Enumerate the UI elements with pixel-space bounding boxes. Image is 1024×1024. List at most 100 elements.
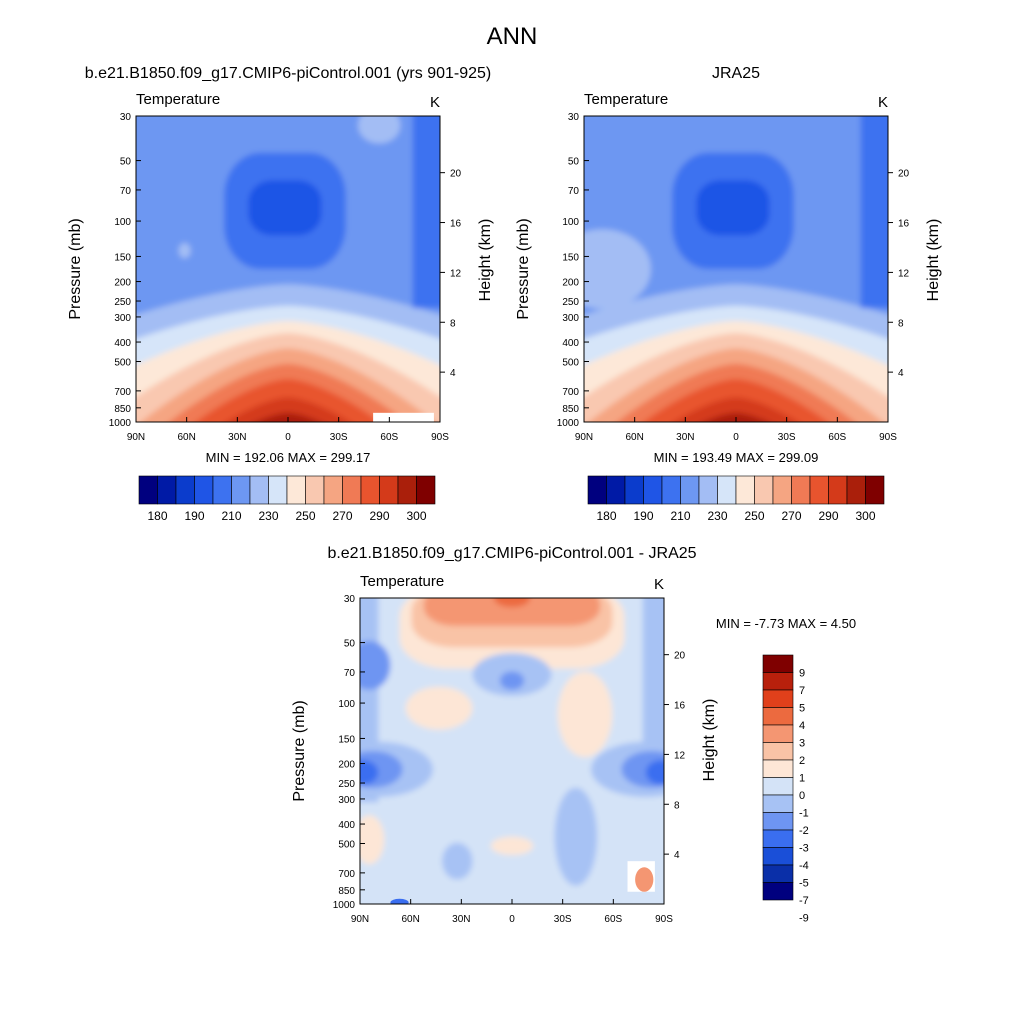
colorbar-swatch: [606, 475, 626, 505]
y-tick-label: 100: [562, 217, 579, 228]
y-tick-label: 400: [562, 338, 579, 349]
y-tick-label: 500: [114, 358, 131, 369]
x-tick-label: 30S: [330, 432, 348, 443]
colorbar-label: 2: [799, 755, 805, 767]
colorbar-label: 270: [781, 509, 801, 523]
panel-title: b.e21.B1850.f09_g17.CMIP6-piControl.001 …: [85, 65, 491, 82]
colorbar-swatch: [762, 672, 794, 691]
colorbar-label: -4: [799, 860, 809, 872]
colorbar-swatch: [323, 475, 343, 505]
colorbar-label: 300: [406, 509, 426, 523]
colorbar: 180 190 210 230 250 270 290 300: [587, 475, 885, 523]
colorbar-swatch: [194, 475, 214, 505]
x-tick-label: 90N: [351, 914, 369, 925]
colorbar-label: -9: [799, 913, 809, 925]
y-tick-label: 850: [114, 404, 131, 415]
y-tick-label: 1000: [333, 900, 356, 911]
colorbar-label: -1: [799, 808, 809, 820]
min-max-label: MIN = -7.73 MAX = 4.50: [716, 616, 856, 631]
y-tick-label: 300: [338, 795, 355, 806]
y-tick-label: 400: [338, 820, 355, 831]
x-tick-label: 90S: [655, 914, 673, 925]
x-tick-label: 60S: [828, 432, 846, 443]
y-tick-label: 70: [120, 186, 132, 197]
colorbar-swatch: [791, 475, 811, 505]
colorbar-swatch: [342, 475, 362, 505]
height-tick-label: 12: [898, 268, 910, 279]
colorbar-swatch: [762, 689, 794, 708]
temperature-field: [584, 116, 888, 422]
y-axis-label: Pressure (mb): [291, 700, 308, 801]
colorbar-label: 270: [332, 509, 352, 523]
axes: 305070100150200250300400500700850100090N…: [333, 594, 686, 925]
y-tick-label: 200: [338, 760, 355, 771]
x-tick-label: 30N: [452, 914, 470, 925]
colorbar-label: 7: [799, 685, 805, 697]
colorbar-swatch: [231, 475, 251, 505]
y-tick-label: 70: [568, 186, 580, 197]
colorbar-swatch: [762, 794, 794, 813]
height-tick-label: 4: [450, 368, 456, 379]
height-tick-label: 4: [674, 850, 680, 861]
colorbar-label: 290: [818, 509, 838, 523]
colorbar: 9 7 5 4 3 2 1 0 -1 -2 -3 -4 -5 -7 -9: [762, 654, 809, 925]
colorbar-label: -5: [799, 878, 809, 890]
x-tick-label: 60N: [177, 432, 195, 443]
colorbar-label: 250: [744, 509, 764, 523]
colorbar-label: -7: [799, 895, 809, 907]
colorbar-swatch: [286, 475, 306, 505]
colorbar-label: -3: [799, 843, 809, 855]
colorbar-label: 0: [799, 790, 805, 802]
colorbar-swatch: [762, 882, 794, 901]
colorbar-label: 230: [707, 509, 727, 523]
y-tick-label: 500: [338, 840, 355, 851]
axes: 305070100150200250300400500700850100090N…: [557, 112, 910, 443]
y-tick-label: 30: [568, 112, 580, 123]
colorbar-swatch: [809, 475, 829, 505]
colorbar-swatch: [661, 475, 681, 505]
y-tick-label: 850: [562, 404, 579, 415]
y-tick-label: 70: [344, 668, 356, 679]
x-tick-label: 0: [285, 432, 291, 443]
y-axis-right-label: Height (km): [477, 219, 494, 302]
y-tick-label: 100: [114, 217, 131, 228]
units-label: K: [430, 94, 440, 111]
colorbar-label: 210: [670, 509, 690, 523]
colorbar-swatch: [157, 475, 177, 505]
colorbar-swatch: [865, 475, 885, 505]
difference-field: [360, 598, 664, 904]
colorbar-swatch: [305, 475, 325, 505]
y-axis-right-label: Height (km): [925, 219, 942, 302]
height-tick-label: 16: [674, 701, 686, 712]
height-tick-label: 12: [674, 750, 686, 761]
colorbar-swatch: [416, 475, 436, 505]
height-tick-label: 16: [898, 219, 910, 230]
temperature-field: [136, 116, 440, 422]
colorbar-swatch: [268, 475, 288, 505]
colorbar-swatch: [828, 475, 848, 505]
height-tick-label: 20: [898, 169, 910, 180]
panel-difference-temperature: b.e21.B1850.f09_g17.CMIP6-piControl.001 …: [291, 545, 856, 925]
colorbar-swatch: [643, 475, 663, 505]
x-tick-label: 30N: [676, 432, 694, 443]
colorbar-swatch: [249, 475, 269, 505]
y-tick-label: 250: [114, 297, 131, 308]
y-tick-label: 300: [114, 313, 131, 324]
x-tick-label: 30S: [778, 432, 796, 443]
colorbar-swatch: [762, 777, 794, 796]
colorbar-swatch: [212, 475, 232, 505]
colorbar-label: 9: [799, 668, 805, 680]
y-tick-label: 150: [338, 734, 355, 745]
colorbar-swatch: [762, 742, 794, 761]
y-tick-label: 700: [114, 387, 131, 398]
panel-title: JRA25: [712, 65, 760, 82]
y-tick-label: 1000: [109, 418, 132, 429]
axes: 305070100150200250300400500700850100090N…: [109, 112, 462, 443]
units-label: K: [878, 94, 888, 111]
height-tick-label: 4: [898, 368, 904, 379]
colorbar-swatch: [772, 475, 792, 505]
x-tick-label: 90N: [127, 432, 145, 443]
y-tick-label: 500: [562, 358, 579, 369]
y-axis-label: Pressure (mb): [515, 218, 532, 319]
y-tick-label: 700: [562, 387, 579, 398]
